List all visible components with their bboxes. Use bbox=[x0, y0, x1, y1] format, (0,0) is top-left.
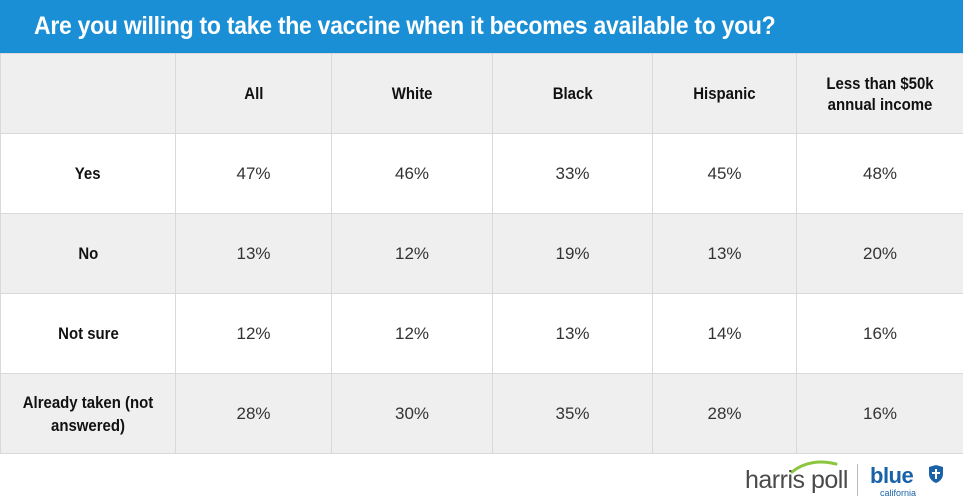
harris-poll-logo: harris poll bbox=[745, 466, 848, 494]
column-header: Less than $50k annual income bbox=[796, 53, 963, 134]
header-row: All White Black Hispanic Less than $50k … bbox=[0, 53, 963, 134]
chart-title: Are you willing to take the vaccine when… bbox=[34, 12, 776, 40]
table-cell: 48% bbox=[796, 133, 963, 214]
table-cell: 35% bbox=[492, 373, 653, 454]
harris-swoosh-icon bbox=[790, 460, 838, 474]
row-label: Not sure bbox=[0, 293, 176, 374]
table-cell: 12% bbox=[331, 213, 493, 294]
table-cell: 46% bbox=[331, 133, 493, 214]
row-label: No bbox=[0, 213, 176, 294]
table-row: No 13% 12% 19% 13% 20% bbox=[0, 213, 963, 294]
column-header: Hispanic bbox=[652, 53, 797, 134]
table-row: Not sure 12% 12% 13% 14% 16% bbox=[0, 293, 963, 374]
table-cell: 16% bbox=[796, 373, 963, 454]
corner-cell bbox=[0, 53, 176, 134]
table-cell: 12% bbox=[175, 293, 332, 374]
table-row: Yes 47% 46% 33% 45% 48% bbox=[0, 133, 963, 214]
blue-shield-icon bbox=[929, 465, 943, 483]
table-cell: 13% bbox=[652, 213, 797, 294]
blue-logo-subtitle: california bbox=[880, 488, 917, 498]
logo-divider bbox=[857, 464, 858, 496]
table-cell: 28% bbox=[652, 373, 797, 454]
table-row: Already taken (not answered) 28% 30% 35%… bbox=[0, 373, 963, 454]
footer: harris poll blue california bbox=[0, 454, 963, 499]
row-label: Already taken (not answered) bbox=[0, 373, 176, 454]
table-cell: 13% bbox=[492, 293, 653, 374]
table-cell: 13% bbox=[175, 213, 332, 294]
table-cell: 14% bbox=[652, 293, 797, 374]
title-bar: Are you willing to take the vaccine when… bbox=[0, 0, 963, 53]
table-cell: 19% bbox=[492, 213, 653, 294]
column-header: Black bbox=[492, 53, 653, 134]
column-header: All bbox=[175, 53, 332, 134]
results-table: All White Black Hispanic Less than $50k … bbox=[0, 53, 963, 454]
blue-logo: blue bbox=[870, 463, 914, 488]
table-cell: 47% bbox=[175, 133, 332, 214]
table-cell: 20% bbox=[796, 213, 963, 294]
table-cell: 33% bbox=[492, 133, 653, 214]
table-cell: 12% bbox=[331, 293, 493, 374]
column-header: White bbox=[331, 53, 493, 134]
table-cell: 30% bbox=[331, 373, 493, 454]
row-label: Yes bbox=[0, 133, 176, 214]
table-cell: 16% bbox=[796, 293, 963, 374]
table-cell: 45% bbox=[652, 133, 797, 214]
table-cell: 28% bbox=[175, 373, 332, 454]
